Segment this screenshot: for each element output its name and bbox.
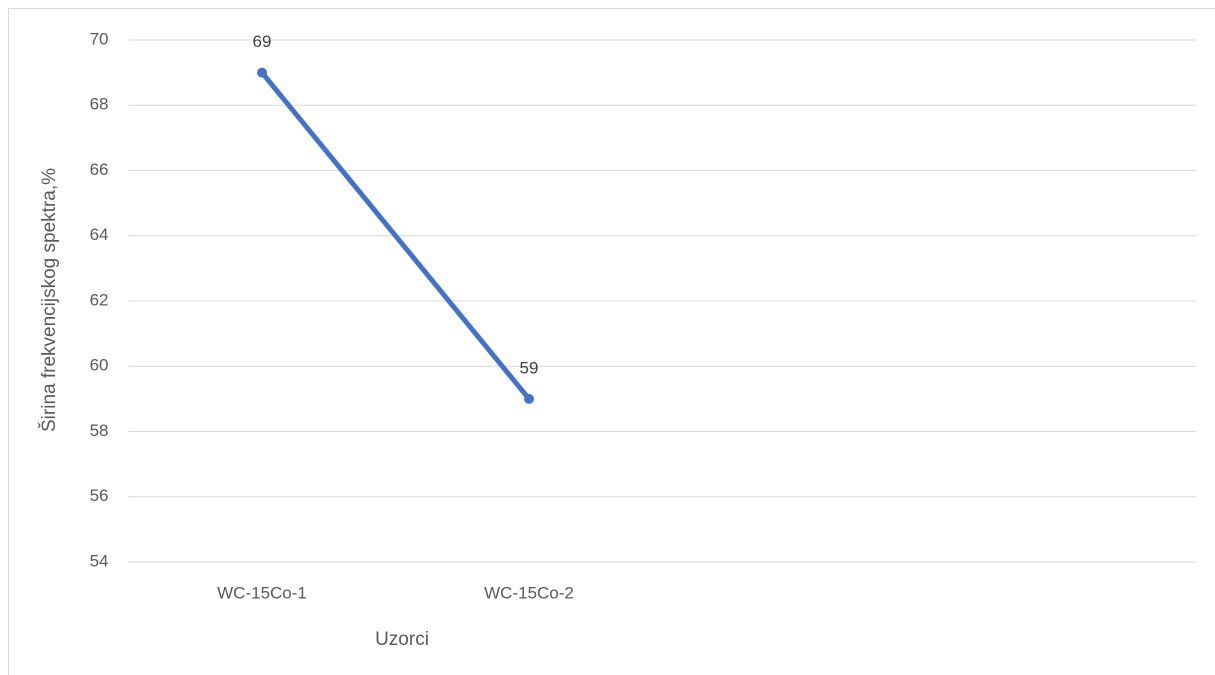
data-label: 69 — [253, 32, 272, 51]
y-tick-label: 58 — [90, 421, 109, 440]
data-label: 59 — [520, 358, 539, 377]
y-tick-label: 56 — [90, 486, 109, 505]
data-point — [524, 393, 534, 404]
y-tick-label: 70 — [90, 29, 109, 48]
y-tick-label: 64 — [90, 225, 109, 244]
data-point — [257, 67, 267, 78]
x-tick-label: WC-15Co-1 — [217, 583, 307, 602]
data-line — [259, 70, 532, 402]
chart-border — [8, 8, 1215, 675]
y-tick-label: 68 — [90, 95, 109, 114]
y-tick-label: 66 — [90, 160, 109, 179]
y-tick-label: 60 — [90, 356, 109, 375]
y-tick-label: 54 — [90, 551, 109, 570]
y-tick-label: 62 — [90, 290, 109, 309]
x-axis-title: Uzorci — [375, 629, 429, 650]
y-axis-title: Širina frekvencijskog spektra,% — [38, 168, 60, 432]
x-tick-label: WC-15Co-2 — [484, 583, 574, 602]
